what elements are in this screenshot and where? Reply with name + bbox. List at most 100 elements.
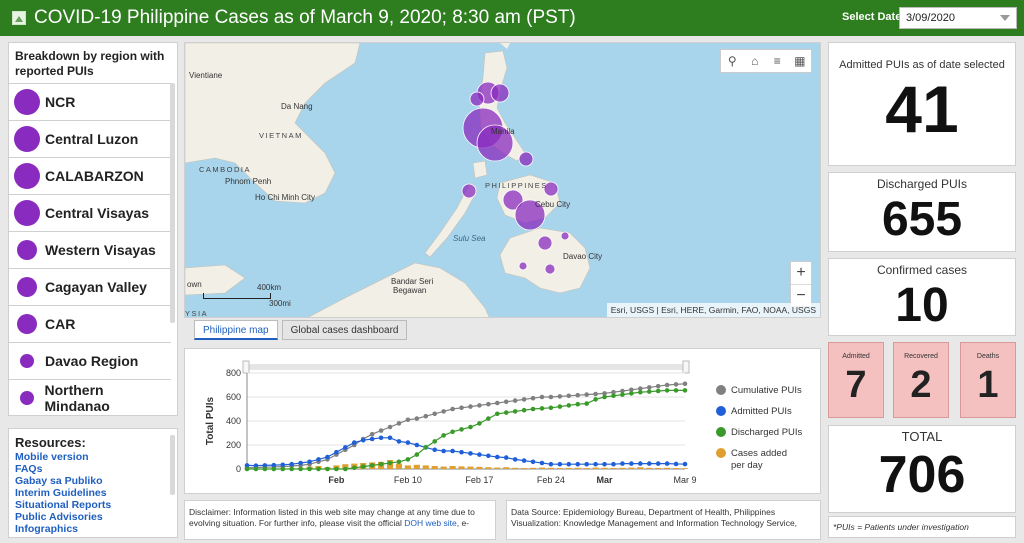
bar-cases-added bbox=[556, 468, 563, 469]
series-point bbox=[253, 463, 259, 468]
y-tick-label: 600 bbox=[226, 392, 241, 402]
tab-global-cases[interactable]: Global cases dashboard bbox=[281, 320, 408, 340]
region-dot-wrap bbox=[9, 314, 45, 334]
bar-cases-added bbox=[610, 467, 617, 469]
scale-bar bbox=[203, 293, 271, 299]
region-item[interactable]: Western Visayas bbox=[9, 231, 171, 268]
basemap-icon[interactable]: ▦ bbox=[794, 54, 806, 68]
region-item[interactable]: Central Visayas bbox=[9, 194, 171, 231]
legend-marker bbox=[716, 385, 726, 395]
series-point bbox=[638, 386, 643, 391]
map-attribution: Esri, USGS | Esri, HERE, Garmin, FAO, NO… bbox=[606, 303, 820, 317]
series-point bbox=[351, 440, 357, 445]
region-item[interactable]: Central Luzon bbox=[9, 120, 171, 157]
range-slider-handle-right bbox=[682, 360, 690, 374]
home-icon[interactable]: ⌂ bbox=[751, 54, 759, 68]
confirmed-admitted-value: 7 bbox=[845, 364, 867, 406]
series-point bbox=[494, 400, 500, 406]
bar-cases-added bbox=[583, 468, 590, 469]
series-point bbox=[441, 448, 446, 454]
y-tick-label: 400 bbox=[226, 416, 241, 426]
series-point bbox=[459, 427, 464, 432]
series-point bbox=[387, 435, 393, 441]
region-circle-icon bbox=[14, 200, 40, 226]
scale-mi-label: 300mi bbox=[269, 299, 291, 308]
y-tick-label: 800 bbox=[226, 368, 241, 378]
resources-scrollbar[interactable] bbox=[170, 435, 175, 495]
series-point bbox=[548, 405, 554, 411]
series-point bbox=[593, 461, 598, 467]
series-point bbox=[620, 388, 625, 394]
region-dot-wrap bbox=[9, 240, 45, 260]
region-item[interactable]: CALABARZON bbox=[9, 157, 171, 194]
series-point bbox=[521, 397, 527, 402]
regions-scrollbar[interactable] bbox=[170, 83, 175, 323]
date-select[interactable]: 3/09/2020 bbox=[899, 7, 1017, 29]
series-point bbox=[655, 383, 661, 389]
resources-title: Resources: bbox=[15, 435, 86, 450]
legend-marker bbox=[716, 448, 726, 458]
region-dot-wrap bbox=[9, 277, 45, 297]
map-view[interactable]: Vientiane Da Nang VIETNAM CAMBODIA Phnom… bbox=[184, 42, 821, 318]
admitted-puis-value: 41 bbox=[885, 72, 959, 146]
series-point bbox=[593, 391, 598, 397]
series-point bbox=[673, 382, 679, 387]
series-point bbox=[477, 452, 482, 457]
region-label: NCR bbox=[45, 94, 76, 110]
series-point bbox=[655, 461, 661, 466]
bar-cases-added bbox=[565, 467, 572, 469]
admitted-puis-card: Admitted PUIs as of date selected 41 bbox=[828, 42, 1016, 166]
region-list: NCR Central Luzon CALABARZON Central Visaya… bbox=[9, 83, 177, 415]
bar-cases-added bbox=[646, 467, 653, 469]
map-label-sulusea: Sulu Sea bbox=[453, 234, 486, 243]
resource-link[interactable]: Gabay sa Publiko bbox=[15, 475, 103, 487]
series-point bbox=[539, 394, 545, 400]
resource-link[interactable]: Mobile version bbox=[15, 451, 89, 463]
header-bar: COVID-19 Philippine Cases as of March 9,… bbox=[0, 0, 1024, 36]
series-point bbox=[539, 460, 545, 466]
zoom-control: + − bbox=[790, 261, 812, 307]
zoom-in-button[interactable]: + bbox=[796, 264, 806, 281]
search-icon[interactable]: ⚲ bbox=[727, 54, 737, 68]
series-point bbox=[369, 463, 375, 468]
doh-link[interactable]: DOH web site bbox=[404, 518, 457, 528]
map-label-cebu: Cebu City bbox=[535, 200, 571, 209]
scale-km-label: 400km bbox=[257, 283, 282, 292]
confirmed-cases-value: 10 bbox=[895, 279, 949, 332]
series-point bbox=[620, 461, 625, 466]
data-source-panel: Data Source: Epidemiology Bureau, Depart… bbox=[506, 500, 821, 540]
series-line bbox=[247, 389, 685, 470]
series-point bbox=[629, 461, 634, 466]
series-point bbox=[494, 454, 500, 460]
region-item[interactable]: NCR bbox=[9, 83, 171, 120]
resource-link[interactable]: Infographics bbox=[15, 523, 79, 535]
chart-svg: 0 200 400 600 800 Feb Feb 10 Feb 17 Feb 24 Mar Mar… bbox=[205, 360, 803, 485]
zoom-out-button[interactable]: − bbox=[791, 284, 811, 306]
resource-link[interactable]: FAQs bbox=[15, 463, 43, 475]
series-point bbox=[503, 399, 509, 405]
series-point bbox=[477, 421, 482, 426]
series-point bbox=[557, 404, 563, 409]
series-point bbox=[566, 393, 572, 399]
region-item[interactable]: Northern Mindanao bbox=[9, 379, 171, 415]
resource-link[interactable]: Public Advisories bbox=[15, 511, 103, 523]
series-point bbox=[343, 445, 348, 450]
series-point bbox=[271, 462, 277, 468]
page-title: COVID-19 Philippine Cases as of March 9,… bbox=[34, 7, 576, 28]
resource-link[interactable]: Interim Guidelines bbox=[15, 487, 107, 499]
series-point bbox=[646, 461, 652, 466]
x-tick-label: Mar 9 bbox=[673, 475, 696, 485]
region-circle-icon bbox=[20, 354, 34, 368]
broken-image-icon bbox=[12, 11, 26, 25]
region-item[interactable]: Cagayan Valley bbox=[9, 268, 171, 305]
region-item[interactable]: CAR bbox=[9, 305, 171, 342]
series-point bbox=[378, 461, 384, 467]
series-point bbox=[638, 389, 643, 395]
resource-link[interactable]: Situational Reports bbox=[15, 499, 112, 511]
series-point bbox=[334, 449, 339, 455]
series-point bbox=[602, 394, 607, 400]
legend-icon[interactable]: ≡ bbox=[773, 54, 781, 68]
region-item[interactable]: Davao Region bbox=[9, 342, 171, 379]
tab-philippine-map[interactable]: Philippine map bbox=[194, 320, 278, 340]
resources-panel: Resources: Mobile version FAQs Gabay sa Pu… bbox=[8, 428, 178, 538]
